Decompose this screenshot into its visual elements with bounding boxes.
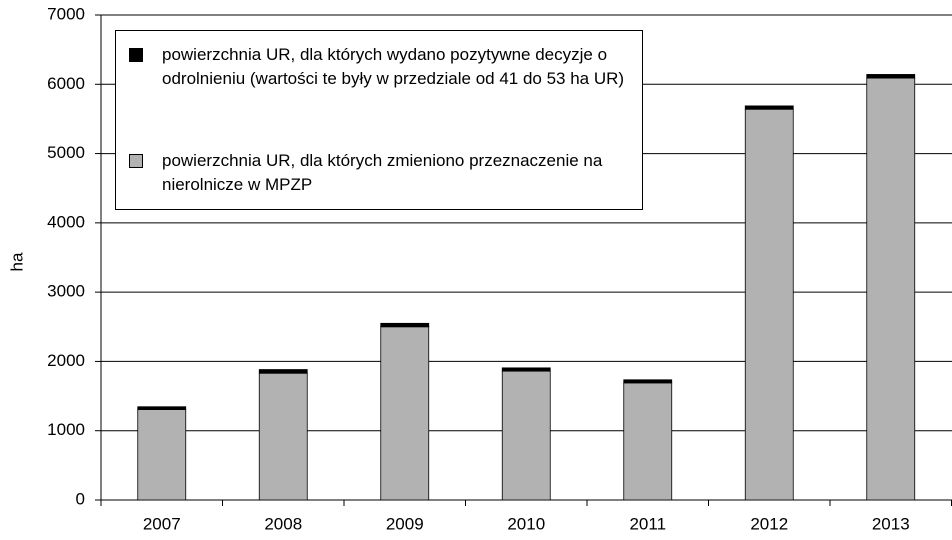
legend-swatch	[129, 48, 143, 62]
x-tick-label: 2010	[507, 514, 545, 533]
x-tick-label: 2012	[750, 514, 788, 533]
bar-segment	[137, 406, 187, 410]
y-tick-label: 0	[76, 489, 85, 508]
y-tick-label: 4000	[47, 212, 85, 231]
bar-segment	[258, 369, 308, 374]
y-tick-label: 2000	[47, 351, 85, 370]
bar-segment	[380, 322, 430, 328]
x-tick-label: 2008	[264, 514, 302, 533]
bar-segment	[501, 370, 551, 501]
x-tick-label: 2009	[386, 514, 424, 533]
bar-segment	[744, 108, 794, 501]
legend-swatch	[129, 154, 143, 168]
legend: powierzchnia UR, dla których wydano pozy…	[115, 30, 643, 210]
legend-label: powierzchnia UR, dla których wydano pozy…	[162, 45, 625, 88]
legend-label: powierzchnia UR, dla których zmieniono p…	[162, 151, 603, 194]
y-tick-label: 3000	[47, 282, 85, 301]
y-axis-label: ha	[7, 252, 26, 271]
x-tick-label: 2013	[872, 514, 910, 533]
bar-segment	[623, 379, 673, 384]
bar-segment	[258, 372, 308, 501]
bar-segment	[866, 77, 916, 501]
bar-segment	[137, 409, 187, 501]
y-tick-label: 5000	[47, 143, 85, 162]
y-tick-label: 1000	[47, 420, 85, 439]
x-tick-label: 2007	[143, 514, 181, 533]
y-tick-label: 6000	[47, 74, 85, 93]
x-tick-label: 2011	[629, 514, 666, 533]
bar-segment	[380, 326, 430, 501]
y-tick-label: 7000	[47, 4, 85, 23]
bar-segment	[866, 74, 916, 79]
bar-segment	[501, 367, 551, 372]
bar-segment	[744, 105, 794, 110]
bar-segment	[623, 382, 673, 501]
